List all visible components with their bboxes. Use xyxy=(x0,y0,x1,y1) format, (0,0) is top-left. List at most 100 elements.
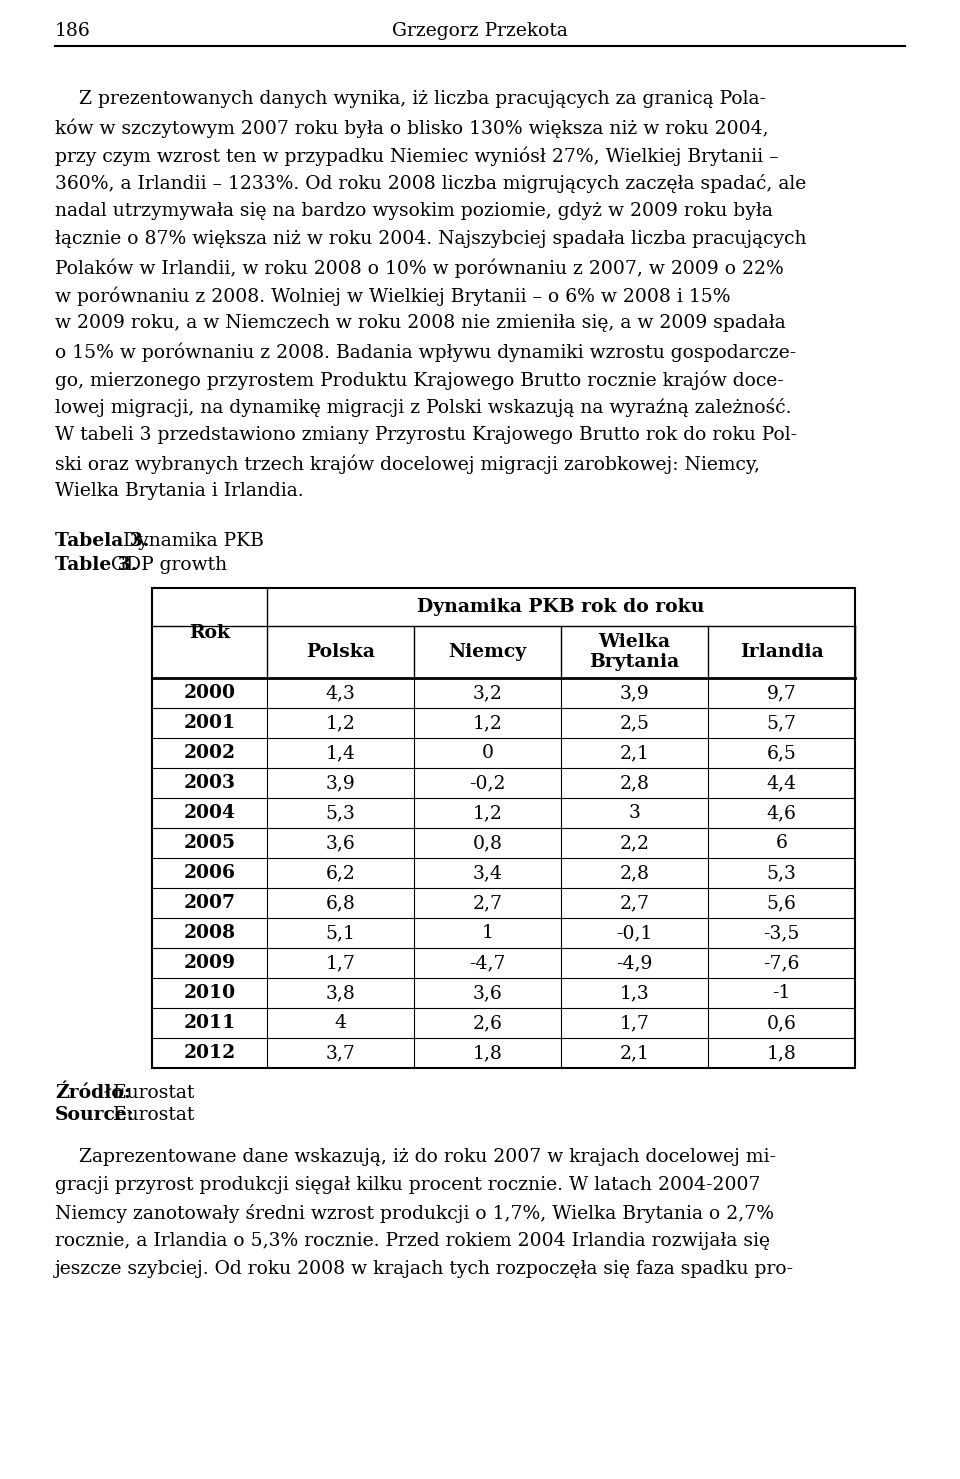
Text: 9,7: 9,7 xyxy=(767,683,797,703)
Text: 4: 4 xyxy=(334,1015,347,1032)
Text: Wielka
Brytania: Wielka Brytania xyxy=(589,633,680,671)
Text: GDP growth: GDP growth xyxy=(105,556,228,574)
Text: o 15% w porównaniu z 2008. Badania wpływu dynamiki wzrostu gospodarcze-: o 15% w porównaniu z 2008. Badania wpływ… xyxy=(55,342,796,361)
Text: Dynamika PKB: Dynamika PKB xyxy=(117,532,264,550)
Text: -4,7: -4,7 xyxy=(469,954,506,972)
Text: przy czym wzrost ten w przypadku Niemiec wyniósł 27%, Wielkiej Brytanii –: przy czym wzrost ten w przypadku Niemiec… xyxy=(55,146,779,166)
Text: 2005: 2005 xyxy=(183,834,235,852)
Text: w porównaniu z 2008. Wolniej w Wielkiej Brytanii – o 6% w 2008 i 15%: w porównaniu z 2008. Wolniej w Wielkiej … xyxy=(55,285,731,306)
Text: 3,4: 3,4 xyxy=(472,864,502,881)
Text: Dynamika PKB rok do roku: Dynamika PKB rok do roku xyxy=(418,598,705,615)
Text: 2003: 2003 xyxy=(183,774,235,791)
Text: -1: -1 xyxy=(772,984,791,1001)
Text: w 2009 roku, a w Niemczech w roku 2008 nie zmieniła się, a w 2009 spadała: w 2009 roku, a w Niemczech w roku 2008 n… xyxy=(55,314,785,331)
Text: -0,1: -0,1 xyxy=(616,924,653,942)
Text: 1,8: 1,8 xyxy=(472,1044,502,1062)
Text: 0,8: 0,8 xyxy=(472,834,502,852)
Text: Polaków w Irlandii, w roku 2008 o 10% w porównaniu z 2007, w 2009 o 22%: Polaków w Irlandii, w roku 2008 o 10% w … xyxy=(55,257,783,278)
Text: 2004: 2004 xyxy=(183,805,235,822)
Text: 2001: 2001 xyxy=(183,714,235,732)
Text: Niemcy zanotowały średni wzrost produkcji o 1,7%, Wielka Brytania o 2,7%: Niemcy zanotowały średni wzrost produkcj… xyxy=(55,1204,774,1223)
Text: rocznie, a Irlandia o 5,3% rocznie. Przed rokiem 2004 Irlandia rozwijała się: rocznie, a Irlandia o 5,3% rocznie. Prze… xyxy=(55,1232,770,1250)
Text: 1,4: 1,4 xyxy=(325,744,355,762)
Text: 2008: 2008 xyxy=(183,924,235,942)
Text: 3,2: 3,2 xyxy=(472,683,502,703)
Text: 1,8: 1,8 xyxy=(767,1044,797,1062)
Text: Eurostat: Eurostat xyxy=(107,1106,194,1124)
Text: 5,6: 5,6 xyxy=(767,893,797,913)
Text: 2,8: 2,8 xyxy=(619,774,650,791)
Text: 2012: 2012 xyxy=(183,1044,235,1062)
Text: 1,7: 1,7 xyxy=(325,954,355,972)
Text: Table 3.: Table 3. xyxy=(55,556,137,574)
Text: -4,9: -4,9 xyxy=(616,954,653,972)
Text: 2,6: 2,6 xyxy=(472,1015,502,1032)
Text: 2,1: 2,1 xyxy=(619,744,649,762)
Text: 2,8: 2,8 xyxy=(619,864,650,881)
Bar xyxy=(152,589,855,1068)
Text: nadal utrzymywała się na bardzo wysokim poziomie, gdyż w 2009 roku była: nadal utrzymywała się na bardzo wysokim … xyxy=(55,203,773,220)
Text: Rok: Rok xyxy=(189,624,230,642)
Text: 0: 0 xyxy=(482,744,493,762)
Text: 2006: 2006 xyxy=(183,864,235,881)
Text: 1,7: 1,7 xyxy=(619,1015,649,1032)
Text: 2,1: 2,1 xyxy=(619,1044,649,1062)
Text: 3,9: 3,9 xyxy=(619,683,649,703)
Text: -7,6: -7,6 xyxy=(763,954,800,972)
Text: 0,6: 0,6 xyxy=(767,1015,797,1032)
Text: 2009: 2009 xyxy=(183,954,235,972)
Text: 3,9: 3,9 xyxy=(325,774,355,791)
Text: Grzegorz Przekota: Grzegorz Przekota xyxy=(392,22,568,40)
Text: 2002: 2002 xyxy=(183,744,235,762)
Text: 2000: 2000 xyxy=(183,683,235,703)
Text: 1,3: 1,3 xyxy=(619,984,649,1001)
Text: 1,2: 1,2 xyxy=(472,805,502,822)
Text: Source:: Source: xyxy=(55,1106,134,1124)
Text: 6,8: 6,8 xyxy=(325,893,355,913)
Text: 1,2: 1,2 xyxy=(325,714,355,732)
Text: Niemcy: Niemcy xyxy=(448,643,527,661)
Text: 2,7: 2,7 xyxy=(619,893,650,913)
Text: 2010: 2010 xyxy=(183,984,235,1001)
Text: 6: 6 xyxy=(776,834,787,852)
Text: 1: 1 xyxy=(482,924,493,942)
Text: 4,3: 4,3 xyxy=(325,683,355,703)
Text: Z prezentowanych danych wynika, iż liczba pracujących za granicą Pola-: Z prezentowanych danych wynika, iż liczb… xyxy=(55,90,766,108)
Text: 4,6: 4,6 xyxy=(767,805,797,822)
Text: 3,6: 3,6 xyxy=(325,834,355,852)
Text: Eurostat: Eurostat xyxy=(107,1084,194,1102)
Text: go, mierzonego przyrostem Produktu Krajowego Brutto rocznie krajów doce-: go, mierzonego przyrostem Produktu Krajo… xyxy=(55,370,783,389)
Text: 6,5: 6,5 xyxy=(767,744,797,762)
Text: gracji przyrost produkcji sięgał kilku procent rocznie. W latach 2004-2007: gracji przyrost produkcji sięgał kilku p… xyxy=(55,1176,760,1194)
Text: Źródło:: Źródło: xyxy=(55,1084,131,1102)
Text: 3,7: 3,7 xyxy=(325,1044,355,1062)
Text: lowej migracji, na dynamikę migracji z Polski wskazują na wyraźną zależność.: lowej migracji, na dynamikę migracji z P… xyxy=(55,398,791,417)
Text: 6,2: 6,2 xyxy=(325,864,355,881)
Text: ków w szczytowym 2007 roku była o blisko 130% większa niż w roku 2004,: ków w szczytowym 2007 roku była o blisko… xyxy=(55,118,769,138)
Text: Polska: Polska xyxy=(306,643,375,661)
Text: 4,4: 4,4 xyxy=(766,774,797,791)
Text: 2011: 2011 xyxy=(183,1015,235,1032)
Text: 3,8: 3,8 xyxy=(325,984,355,1001)
Text: 5,7: 5,7 xyxy=(766,714,797,732)
Text: -0,2: -0,2 xyxy=(469,774,506,791)
Text: 5,1: 5,1 xyxy=(325,924,355,942)
Text: ski oraz wybranych trzech krajów docelowej migracji zarobkowej: Niemcy,: ski oraz wybranych trzech krajów docelow… xyxy=(55,454,760,473)
Text: Zaprezentowane dane wskazują, iż do roku 2007 w krajach docelowej mi-: Zaprezentowane dane wskazują, iż do roku… xyxy=(55,1148,776,1165)
Text: 1,2: 1,2 xyxy=(472,714,502,732)
Text: 2007: 2007 xyxy=(183,893,235,913)
Text: jeszcze szybciej. Od roku 2008 w krajach tych rozpoczęła się faza spadku pro-: jeszcze szybciej. Od roku 2008 w krajach… xyxy=(55,1260,794,1278)
Text: 5,3: 5,3 xyxy=(767,864,797,881)
Text: 3,6: 3,6 xyxy=(472,984,502,1001)
Text: Tabela 3.: Tabela 3. xyxy=(55,532,150,550)
Text: Irlandia: Irlandia xyxy=(740,643,824,661)
Text: -3,5: -3,5 xyxy=(763,924,800,942)
Text: 3: 3 xyxy=(629,805,640,822)
Text: W tabeli 3 przedstawiono zmiany Przyrostu Krajowego Brutto rok do roku Pol-: W tabeli 3 przedstawiono zmiany Przyrost… xyxy=(55,426,797,444)
Text: łącznie o 87% większa niż w roku 2004. Najszybciej spadała liczba pracujących: łącznie o 87% większa niż w roku 2004. N… xyxy=(55,231,806,248)
Text: 5,3: 5,3 xyxy=(325,805,355,822)
Text: 2,7: 2,7 xyxy=(472,893,502,913)
Text: 186: 186 xyxy=(55,22,91,40)
Text: 360%, a Irlandii – 1233%. Od roku 2008 liczba migrujących zaczęła spadać, ale: 360%, a Irlandii – 1233%. Od roku 2008 l… xyxy=(55,175,806,192)
Text: 2,2: 2,2 xyxy=(619,834,650,852)
